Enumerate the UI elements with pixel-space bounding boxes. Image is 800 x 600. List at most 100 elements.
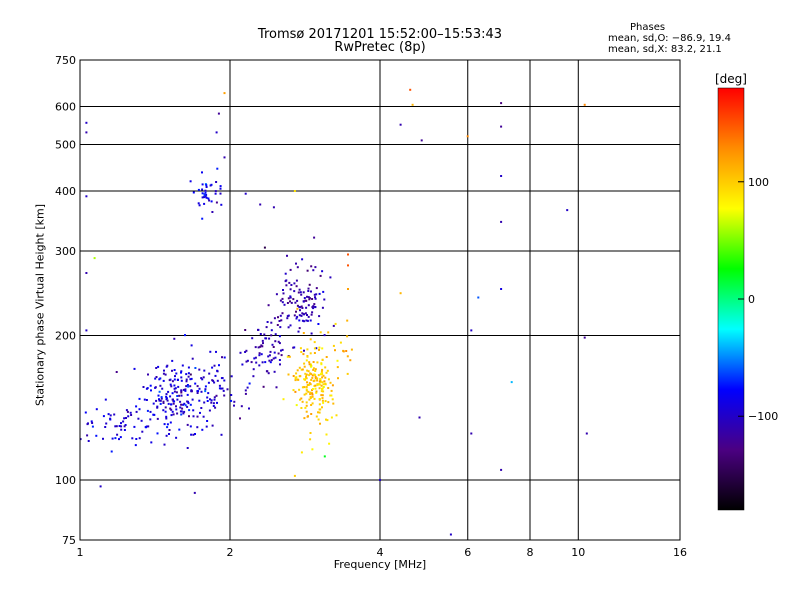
data-point bbox=[180, 376, 183, 379]
data-point bbox=[211, 366, 214, 369]
data-point bbox=[330, 389, 333, 392]
data-point bbox=[95, 434, 98, 437]
data-point bbox=[294, 301, 297, 304]
data-point bbox=[213, 396, 216, 399]
data-point bbox=[324, 376, 327, 379]
data-point bbox=[245, 349, 248, 352]
data-point bbox=[267, 372, 270, 375]
data-point bbox=[299, 291, 302, 294]
data-point bbox=[172, 413, 175, 416]
data-point bbox=[138, 397, 141, 400]
data-point bbox=[310, 332, 313, 335]
data-point bbox=[213, 398, 216, 401]
data-point bbox=[411, 103, 414, 106]
data-point bbox=[114, 425, 117, 428]
data-point bbox=[305, 404, 308, 407]
data-point bbox=[314, 377, 317, 380]
data-point bbox=[216, 401, 218, 404]
plot-border bbox=[79, 59, 681, 541]
data-point bbox=[85, 195, 88, 198]
data-point bbox=[311, 393, 314, 396]
data-point bbox=[310, 290, 312, 293]
data-point bbox=[201, 217, 204, 220]
data-point bbox=[201, 428, 204, 431]
data-point bbox=[201, 196, 204, 199]
data-point bbox=[321, 381, 324, 384]
data-point bbox=[179, 406, 182, 409]
data-point bbox=[315, 390, 318, 393]
data-point bbox=[187, 372, 190, 375]
data-point bbox=[298, 288, 301, 291]
data-point bbox=[125, 409, 128, 412]
data-point bbox=[204, 191, 207, 194]
data-point bbox=[301, 368, 304, 371]
data-point bbox=[329, 394, 332, 397]
data-point bbox=[500, 468, 503, 471]
data-point bbox=[208, 409, 211, 412]
data-point bbox=[125, 417, 127, 419]
data-point bbox=[289, 295, 292, 298]
data-point bbox=[180, 391, 183, 394]
data-point bbox=[318, 292, 321, 295]
data-point bbox=[321, 376, 324, 379]
data-point bbox=[164, 406, 167, 409]
data-point bbox=[312, 269, 315, 272]
data-point bbox=[155, 376, 158, 378]
data-point bbox=[500, 102, 503, 105]
data-point bbox=[583, 336, 586, 339]
data-point bbox=[311, 374, 314, 377]
data-point bbox=[174, 387, 177, 390]
data-point bbox=[313, 397, 316, 400]
data-point bbox=[295, 372, 298, 375]
data-point bbox=[184, 389, 187, 392]
data-point bbox=[320, 390, 323, 393]
data-point bbox=[303, 386, 305, 389]
data-point bbox=[241, 363, 244, 366]
data-point bbox=[335, 414, 338, 417]
data-point bbox=[306, 295, 308, 298]
data-point bbox=[304, 406, 307, 409]
data-point bbox=[159, 402, 162, 405]
data-point bbox=[266, 321, 269, 323]
data-point bbox=[313, 293, 316, 296]
data-point bbox=[184, 388, 187, 391]
data-point bbox=[317, 411, 319, 414]
data-point bbox=[294, 379, 297, 382]
data-point bbox=[274, 333, 277, 336]
data-point bbox=[311, 376, 314, 379]
data-point bbox=[163, 443, 166, 446]
data-point bbox=[202, 376, 205, 379]
data-point bbox=[157, 394, 160, 397]
data-point bbox=[140, 419, 143, 422]
data-point bbox=[156, 405, 159, 408]
data-point bbox=[177, 385, 180, 388]
data-point bbox=[282, 289, 284, 291]
data-point bbox=[170, 414, 173, 417]
stats-o-mode: mean, sd,O: −86.9, 19.4 bbox=[608, 33, 731, 44]
y-tick-label: 75 bbox=[62, 534, 76, 547]
data-point bbox=[272, 346, 275, 348]
data-point bbox=[203, 369, 206, 372]
data-point bbox=[168, 429, 171, 431]
data-point bbox=[183, 402, 186, 405]
data-point bbox=[149, 384, 152, 387]
data-point bbox=[270, 359, 273, 362]
y-tick-label: 300 bbox=[55, 245, 76, 258]
data-point bbox=[216, 379, 219, 382]
data-point bbox=[160, 396, 163, 399]
data-point bbox=[300, 407, 303, 409]
data-point bbox=[183, 410, 186, 413]
data-point bbox=[320, 372, 323, 375]
data-point bbox=[167, 402, 170, 405]
data-point bbox=[280, 354, 283, 357]
data-point bbox=[205, 186, 208, 188]
data-point bbox=[171, 410, 174, 413]
data-point bbox=[329, 276, 332, 279]
data-point bbox=[123, 429, 126, 431]
data-point bbox=[311, 388, 314, 390]
data-point bbox=[113, 413, 116, 416]
data-point bbox=[293, 282, 296, 285]
colorbar-label: [deg] bbox=[715, 72, 747, 86]
data-point bbox=[123, 417, 126, 420]
